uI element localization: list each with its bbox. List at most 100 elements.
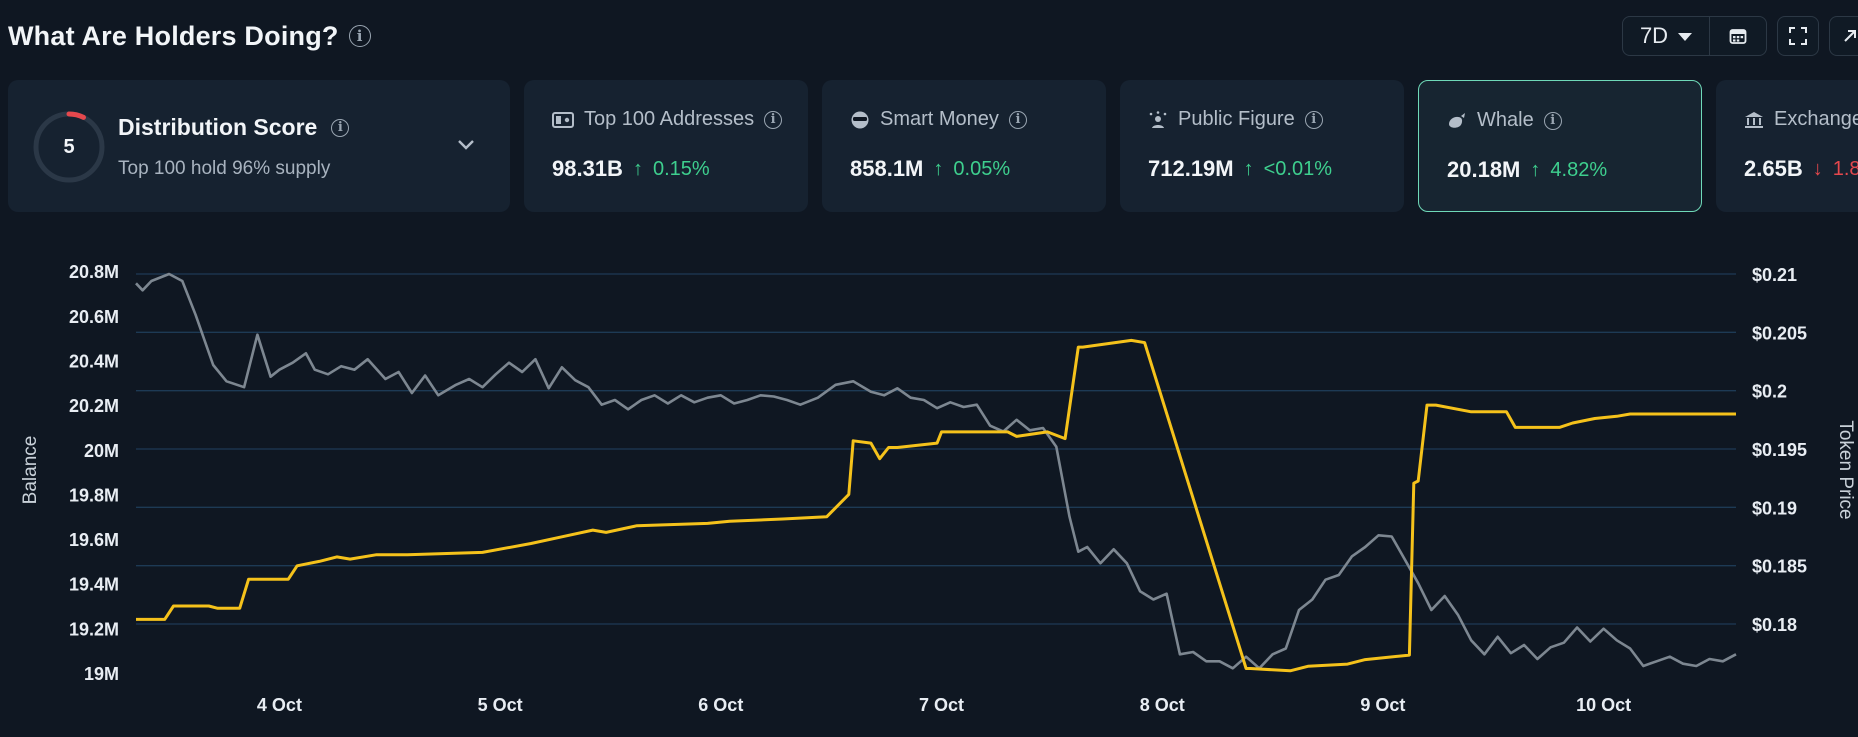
change-up-icon: ↑ <box>1530 158 1541 181</box>
top-100-addresses-card[interactable]: Top 100 Addresses i 98.31B ↑ 0.15% <box>524 80 808 212</box>
whale-icon <box>1449 112 1465 128</box>
card-value: 2.65B <box>1744 156 1803 181</box>
range-dropdown[interactable]: 7D <box>1623 17 1710 55</box>
x-tick-label: 5 Oct <box>478 695 523 715</box>
card-value-row: 858.1M ↑ 0.05% <box>850 156 1010 182</box>
share-icon <box>1844 30 1856 42</box>
y-axis-label: Balance <box>20 436 41 505</box>
wallet-icon <box>552 111 574 128</box>
x-tick-label: 6 Oct <box>698 695 743 715</box>
chart-controls: 7D <box>1622 16 1858 56</box>
distribution-score-label: Distribution Score <box>118 114 318 140</box>
change-down-icon: ↓ <box>1812 157 1823 180</box>
card-label: Whale <box>1477 109 1534 131</box>
grid-lines <box>136 273 1736 625</box>
whale-card[interactable]: Whale i 20.18M ↑ 4.82% <box>1418 80 1702 212</box>
distribution-subtitle: Top 100 hold 96% supply <box>118 158 331 179</box>
distribution-score-value: 5 <box>63 135 75 158</box>
card-label: Public Figure <box>1178 108 1295 130</box>
y2-tick-label: $0.2 <box>1752 382 1787 402</box>
x-tick-label: 9 Oct <box>1360 695 1405 715</box>
card-value: 98.31B <box>552 156 623 181</box>
share-button[interactable] <box>1829 16 1858 56</box>
y2-axis-label: Token Price <box>1835 420 1856 519</box>
bank-icon <box>1745 111 1763 128</box>
page-header: What Are Holders Doing? i <box>8 14 371 58</box>
info-icon[interactable]: i <box>331 118 350 137</box>
y-tick-label: 20.2M <box>69 396 119 416</box>
public-figure-card[interactable]: Public Figure i 712.19M ↑ <0.01% <box>1120 80 1404 212</box>
y-tick-label: 20.4M <box>69 351 119 371</box>
distribution-score-title: Distribution Score i <box>118 114 350 141</box>
y-tick-label: 19.4M <box>69 575 119 595</box>
card-value: 20.18M <box>1447 157 1521 182</box>
card-header: Public Figure i <box>1148 108 1323 131</box>
y2-tick-label: $0.205 <box>1752 323 1807 343</box>
range-value: 7D <box>1639 23 1669 48</box>
info-icon[interactable]: i <box>1543 111 1562 130</box>
chevron-down-icon[interactable] <box>456 138 476 152</box>
y2-tick-label: $0.185 <box>1752 557 1807 577</box>
card-label: Top 100 Addresses <box>584 108 755 130</box>
calendar-button[interactable] <box>1710 17 1766 55</box>
star-person-icon <box>1149 110 1167 128</box>
card-value-row: 20.18M ↑ 4.82% <box>1447 157 1607 183</box>
y-tick-label: 20M <box>84 441 119 461</box>
y2-tick-label: $0.195 <box>1752 440 1807 460</box>
card-value: 712.19M <box>1148 156 1234 181</box>
y-tick-label: 19.8M <box>69 485 119 505</box>
x-tick-label: 8 Oct <box>1140 695 1185 715</box>
y-tick-label: 19.2M <box>69 619 119 639</box>
x-tick-label: 4 Oct <box>257 695 302 715</box>
page-title: What Are Holders Doing? <box>8 20 339 51</box>
card-value-row: 712.19M ↑ <0.01% <box>1148 156 1332 182</box>
whale-balance-line <box>136 338 1736 673</box>
fullscreen-button[interactable] <box>1777 16 1819 56</box>
y2-tick-label: $0.21 <box>1752 265 1797 285</box>
calendar-icon <box>1729 29 1747 44</box>
y-tick-label: 20.6M <box>69 307 119 327</box>
y2-tick-label: $0.19 <box>1752 498 1797 518</box>
y-axis-right: $0.18 $0.185 $0.19 $0.195 $0.2 $0.205 $0.21 <box>1752 265 1807 635</box>
token-price-line <box>135 272 1737 670</box>
card-change: 0.05% <box>953 157 1011 180</box>
card-value: 858.1M <box>850 156 924 181</box>
distribution-score-card[interactable]: 5 Distribution Score i Top 100 hold 96% … <box>8 80 510 212</box>
expand-icon <box>1789 27 1807 45</box>
y-tick-label: 19M <box>84 664 119 684</box>
card-header: Exchange i <box>1744 108 1858 131</box>
exchange-card[interactable]: Exchange i 2.65B ↓ 1.8 <box>1716 80 1858 212</box>
change-up-icon: ↑ <box>1243 157 1254 180</box>
card-value-row: 98.31B ↑ 0.15% <box>552 156 710 182</box>
card-change: 4.82% <box>1550 158 1608 181</box>
holders-balance-chart: 19M 19.2M 19.4M 19.6M 19.8M 20M 20.2M 20.4M 20.6… <box>20 262 1856 715</box>
card-header: Whale i <box>1447 109 1562 132</box>
info-icon[interactable]: i <box>1304 110 1323 129</box>
card-value-row: 2.65B ↓ 1.8 <box>1744 156 1858 182</box>
card-change: <0.01% <box>1263 157 1333 180</box>
holder-cards: 5 Distribution Score i Top 100 hold 96% … <box>8 80 1858 214</box>
card-header: Top 100 Addresses i <box>552 108 783 131</box>
score-ring <box>33 111 105 183</box>
sunglasses-icon <box>851 111 869 128</box>
x-axis: 4 Oct 5 Oct 6 Oct 7 Oct 8 Oct 9 Oct 10 Oct <box>257 695 1631 715</box>
x-tick-label: 7 Oct <box>919 695 964 715</box>
series-lines <box>135 272 1737 673</box>
x-tick-label: 10 Oct <box>1576 695 1631 715</box>
change-up-icon: ↑ <box>632 157 643 180</box>
y2-tick-label: $0.18 <box>1752 615 1797 635</box>
range-selector-group: 7D <box>1622 16 1767 56</box>
y-tick-label: 20.8M <box>69 262 119 282</box>
y-axis-left: 19M 19.2M 19.4M 19.6M 19.8M 20M 20.2M 20.4M 20.6… <box>69 262 119 684</box>
card-label: Smart Money <box>880 108 999 130</box>
smart-money-card[interactable]: Smart Money i 858.1M ↑ 0.05% <box>822 80 1106 212</box>
caret-down-icon <box>1678 33 1693 41</box>
info-icon[interactable]: i <box>1008 110 1027 129</box>
info-icon[interactable]: i <box>764 110 783 129</box>
card-change: 1.8 <box>1832 157 1858 180</box>
info-icon[interactable]: i <box>348 25 371 47</box>
card-label: Exchange <box>1774 108 1858 130</box>
y-tick-label: 19.6M <box>69 530 119 550</box>
card-change: 0.15% <box>652 157 710 180</box>
change-up-icon: ↑ <box>933 157 944 180</box>
